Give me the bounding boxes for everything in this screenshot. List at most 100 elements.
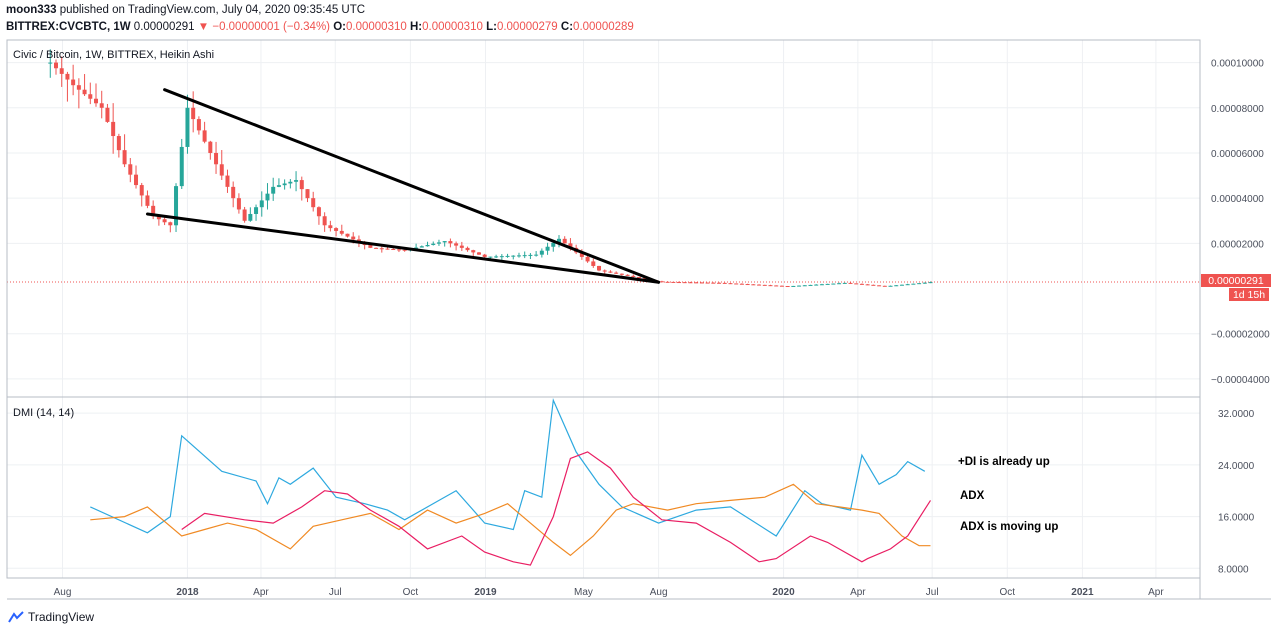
annotation-adx: ADX <box>960 490 985 502</box>
x-tick-label: Aug <box>54 587 72 598</box>
candle-body <box>191 107 196 120</box>
candle-body <box>802 285 807 287</box>
candles-layer <box>48 49 933 288</box>
candle-body <box>482 254 487 257</box>
candle-body <box>265 193 270 201</box>
candle-body <box>825 283 830 285</box>
author-name[interactable]: moon333 <box>6 4 57 16</box>
dmi-y-tick-label: 32.0000 <box>1218 409 1255 420</box>
candle-body <box>105 107 110 122</box>
candle-body <box>162 219 167 223</box>
candle-body <box>528 254 533 256</box>
candle-body <box>728 283 733 285</box>
trendlines-layer[interactable] <box>145 88 661 284</box>
candle-body <box>316 207 321 217</box>
candle-body <box>865 284 870 286</box>
candle-body <box>614 272 619 274</box>
candle-body <box>471 250 476 253</box>
candle-body <box>659 281 664 283</box>
candle-body <box>339 230 344 234</box>
main-pane-title: Civic / Bitcoin, 1W, BITTREX, Heikin Ash… <box>13 49 214 61</box>
candle-body <box>294 180 299 182</box>
candle-body <box>768 285 773 287</box>
candle-body <box>282 183 287 186</box>
candle-body <box>174 186 179 226</box>
chart-canvas[interactable]: Aug 2018 Apr Jul Oct 2019 May Aug 2020 Apr Jul Oct 2… <box>0 0 1280 606</box>
candle-body <box>465 247 470 251</box>
candle-body <box>705 282 710 284</box>
candle-body <box>597 265 602 271</box>
candle-body <box>505 255 510 257</box>
candle-body <box>779 285 784 287</box>
candle-body <box>431 243 436 245</box>
candle-body <box>694 282 699 284</box>
candle-body <box>334 228 339 231</box>
candle-body <box>905 284 910 286</box>
candle-body <box>899 284 904 286</box>
candle-body <box>568 243 573 248</box>
candle-body <box>625 274 630 276</box>
high-value: 0.00000310 <box>422 21 483 33</box>
candle-body <box>442 241 447 243</box>
candle-body <box>894 285 899 287</box>
candle-body <box>71 79 76 86</box>
x-tick-label: Oct <box>403 587 419 598</box>
candle-body <box>242 209 247 221</box>
candle-body <box>448 241 453 244</box>
candle-body <box>425 244 430 247</box>
dmi-lines-layer <box>90 397 932 566</box>
x-tick-label: 2020 <box>772 587 795 598</box>
candle-body <box>682 282 687 284</box>
candle-body <box>842 282 847 284</box>
candle-body <box>717 282 722 284</box>
candle-body <box>819 284 824 286</box>
last-price: 0.00000291 <box>133 21 195 33</box>
y-tick-label: −0.00004000 <box>1211 375 1270 386</box>
candle-body <box>276 185 281 187</box>
candle-body <box>928 282 933 284</box>
candle-body <box>219 164 224 176</box>
candle-body <box>739 283 744 285</box>
candle-body <box>225 175 230 187</box>
price-change: −0.00000001 (−0.34%) <box>212 21 331 33</box>
candle-body <box>134 174 139 186</box>
candle-body <box>259 200 264 208</box>
y-tick-label: 0.00008000 <box>1211 104 1264 115</box>
candle-body <box>774 285 779 287</box>
candle-body <box>585 256 590 262</box>
low-value: 0.00000279 <box>496 21 558 33</box>
candle-body <box>322 216 327 226</box>
candle-body <box>791 285 796 287</box>
candle-body <box>368 245 373 248</box>
candle-body <box>419 246 424 248</box>
candle-body <box>151 205 156 217</box>
x-tick-label: Apr <box>850 587 866 598</box>
candle-body <box>591 261 596 266</box>
candle-body <box>116 136 121 151</box>
candle-body <box>288 181 293 184</box>
chart-header: moon333 published on TradingView.com, Ju… <box>6 2 906 36</box>
candle-body <box>345 233 350 237</box>
annotation-plus-di: +DI is already up <box>958 456 1050 468</box>
grid-lines <box>7 40 1200 578</box>
footer-brand[interactable]: TradingView <box>28 610 95 624</box>
y-tick-label: 0.00004000 <box>1211 194 1264 205</box>
y-tick-label: 0.00010000 <box>1211 59 1264 70</box>
candle-body <box>379 248 384 250</box>
close-label: C: <box>560 21 574 33</box>
candle-body <box>808 284 813 286</box>
candle-body <box>882 285 887 287</box>
candle-body <box>722 282 727 284</box>
candle-body <box>837 283 842 285</box>
high-label: H: <box>409 21 423 33</box>
annotation-adx-moving-up: ADX is moving up <box>960 521 1058 533</box>
candle-body <box>859 283 864 285</box>
x-tick-label: Aug <box>650 587 668 598</box>
publish-line: moon333 published on TradingView.com, Ju… <box>6 2 906 19</box>
candle-body <box>848 282 853 284</box>
candle-body <box>156 216 161 220</box>
candle-body <box>59 68 64 74</box>
x-tick-label: 2019 <box>474 587 497 598</box>
candle-body <box>631 275 636 277</box>
candle-body <box>831 283 836 285</box>
